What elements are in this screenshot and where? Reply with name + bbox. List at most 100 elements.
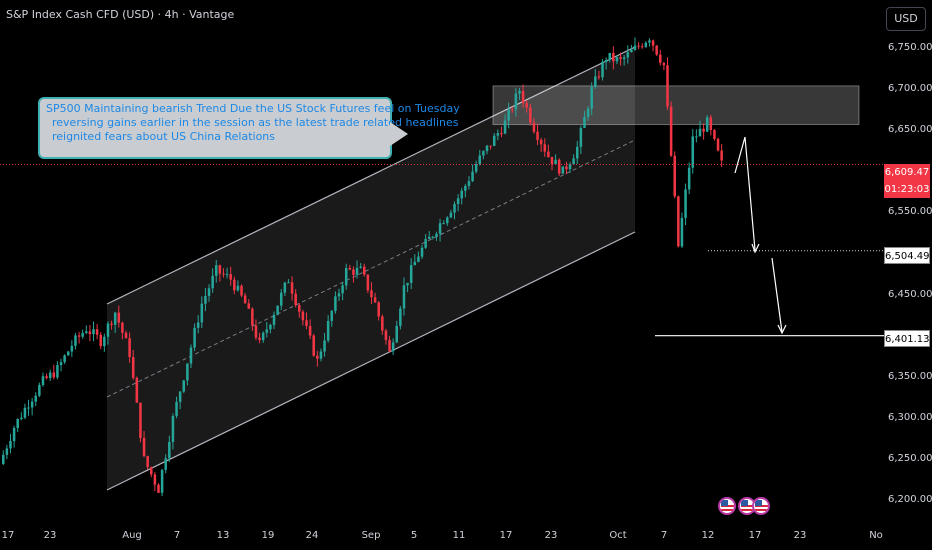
candle: [337, 293, 341, 297]
candle: [464, 185, 467, 191]
candle: [131, 357, 135, 378]
time-tick-label: Oct: [609, 530, 627, 541]
candle: [597, 76, 601, 78]
candle: [12, 428, 16, 442]
candle: [38, 384, 41, 396]
price-tick-label: 6,650.00: [888, 124, 932, 136]
candle: [59, 362, 63, 366]
projection-path-1[interactable]: [734, 136, 756, 251]
projection-path-2[interactable]: [771, 257, 783, 333]
candle: [557, 159, 561, 174]
candle: [316, 355, 319, 359]
candle: [507, 109, 510, 121]
candle: [583, 116, 586, 128]
candle: [420, 247, 424, 257]
candle: [45, 376, 48, 379]
candle: [446, 217, 449, 224]
candle: [30, 401, 34, 408]
candle: [128, 338, 131, 358]
candle: [648, 40, 651, 43]
us-flag-event-icon[interactable]: [718, 497, 736, 515]
time-tick-label: 11: [452, 530, 466, 541]
candle: [640, 46, 644, 48]
candle: [370, 290, 373, 298]
channel-upper-line[interactable]: [106, 46, 636, 305]
candle: [568, 164, 572, 170]
candle: [630, 49, 633, 53]
time-tick-label: 17: [499, 530, 513, 541]
candle: [561, 166, 565, 174]
symbol-title[interactable]: S&P Index Cash CFD (USD) · 4h · Vantage: [6, 8, 235, 21]
candle: [20, 417, 23, 420]
channel-fill: [107, 47, 635, 490]
countdown-label: 01:23:03: [884, 181, 930, 198]
candle: [312, 335, 315, 356]
candle: [550, 156, 554, 165]
price-tick-label: 6,550.00: [888, 206, 932, 218]
price-tick-label: 6,200.00: [888, 494, 932, 505]
candle: [709, 117, 713, 130]
candle: [323, 340, 326, 352]
candle: [261, 332, 265, 341]
time-tick-label: 17: [748, 530, 762, 541]
candle: [294, 293, 297, 306]
currency-button[interactable]: USD: [886, 7, 926, 31]
candle: [529, 107, 532, 123]
candle: [435, 233, 438, 237]
candle: [153, 474, 157, 485]
candle: [178, 391, 182, 402]
candle: [92, 329, 95, 335]
candle: [265, 329, 269, 333]
candle: [348, 268, 352, 270]
candle: [9, 441, 12, 449]
candle: [157, 484, 160, 493]
annotation-callout[interactable]: SP500 Maintaining bearish Trend Due the …: [38, 97, 460, 159]
candle: [521, 90, 525, 104]
us-flag-event-icon[interactable]: [752, 497, 770, 515]
candle: [27, 407, 30, 409]
candle: [85, 331, 88, 334]
candle: [355, 267, 359, 275]
time-tick-label: 17: [1, 530, 15, 541]
candle: [366, 274, 370, 291]
candle: [186, 363, 189, 381]
candle: [305, 320, 308, 326]
candle: [702, 128, 705, 132]
annotation-line-3: reignited fears about US China Relations: [52, 130, 276, 143]
candle: [496, 133, 500, 136]
candle: [334, 296, 337, 311]
candle: [572, 158, 575, 165]
candle: [601, 61, 604, 78]
candle: [308, 325, 312, 336]
candle: [395, 325, 399, 343]
projection-arrowhead-2: [777, 324, 787, 335]
candle: [214, 265, 218, 276]
candle: [391, 342, 395, 352]
candle: [110, 323, 113, 325]
candle: [95, 329, 99, 335]
candle: [705, 117, 709, 132]
candle: [489, 145, 492, 147]
candle: [113, 312, 117, 325]
candle: [413, 261, 417, 266]
candle: [301, 311, 305, 321]
candle: [666, 65, 669, 107]
candle: [453, 204, 456, 213]
candle: [168, 441, 171, 459]
candle: [698, 128, 702, 137]
time-tick-label: 7: [173, 530, 181, 541]
candle: [243, 295, 247, 304]
candle: [341, 285, 344, 294]
candle: [406, 282, 409, 286]
candle: [673, 155, 676, 197]
candle: [536, 131, 539, 140]
candle: [218, 265, 222, 274]
candle: [503, 120, 507, 134]
candle: [56, 365, 59, 378]
candle: [124, 332, 128, 339]
channel-lower-line[interactable]: [106, 231, 636, 491]
candle: [103, 336, 106, 347]
candle: [467, 181, 471, 186]
resistance-zone[interactable]: [492, 85, 860, 126]
